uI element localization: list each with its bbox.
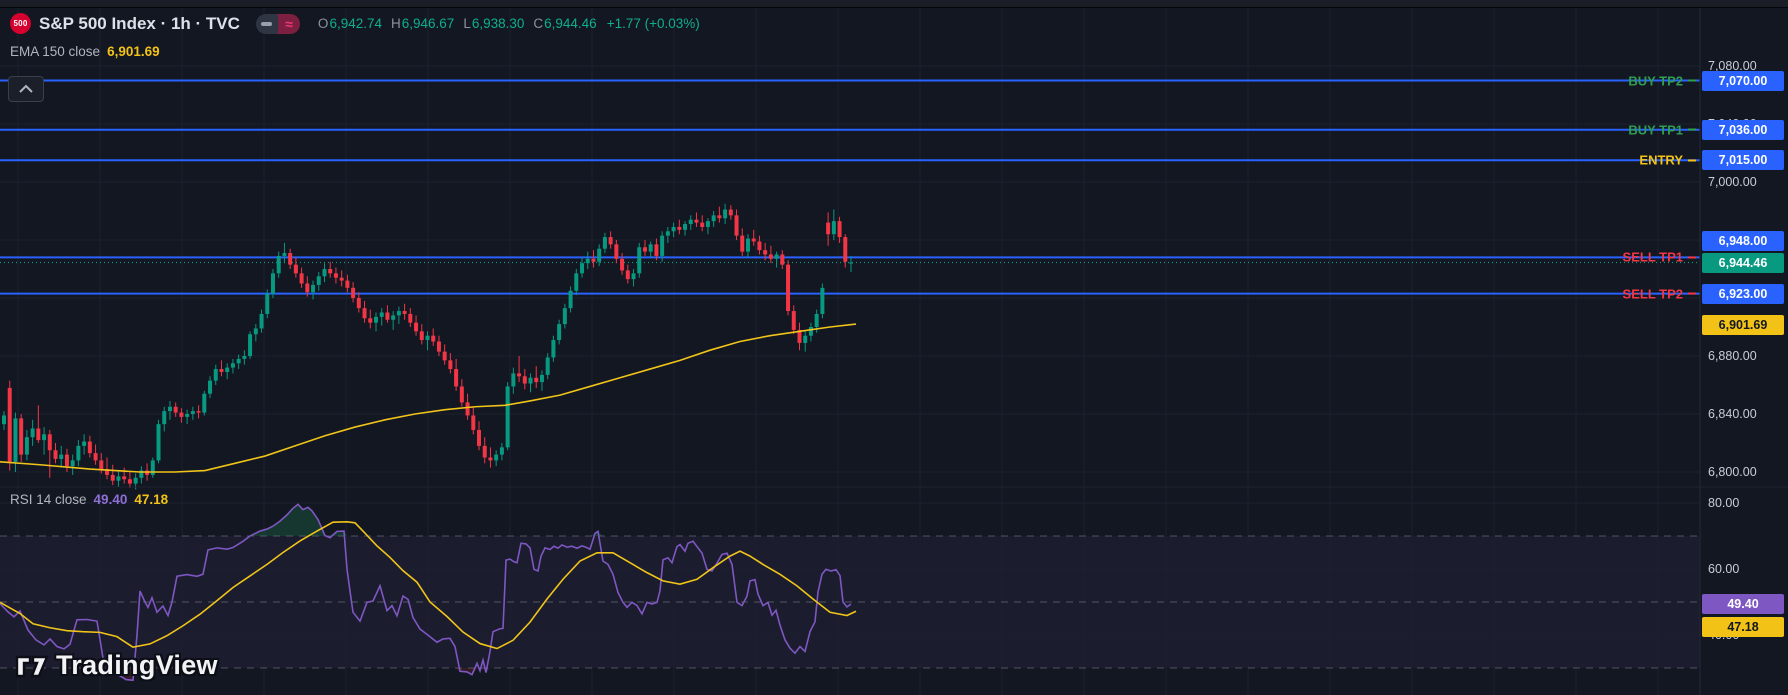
open-label: O [317, 16, 329, 31]
level-label-text: SELL TP1 [1622, 249, 1683, 265]
symbol-header: 500 S&P 500 Index · 1h · TVC ≈ O6,942.74… [10, 13, 700, 34]
change-value: +1.77 (+0.03%) [606, 16, 700, 31]
level-label-text: ENTRY [1639, 152, 1683, 168]
close-value: 6,944.46 [544, 16, 597, 31]
level-label-tick [1688, 292, 1696, 295]
axis-scale-label: 6,840.00 [1708, 407, 1757, 421]
low-value: 6,938.30 [471, 16, 525, 31]
chevron-up-icon [19, 84, 33, 93]
tradingview-watermark[interactable]: TradingView [14, 650, 218, 681]
axis-scale-label: 7,000.00 [1708, 175, 1757, 189]
approx-wave-icon: ≈ [285, 15, 293, 32]
ema-indicator-value: 6,901.69 [107, 44, 160, 59]
rsi-ma-line [0, 521, 857, 650]
ema150-line [0, 323, 857, 473]
symbol-title[interactable]: S&P 500 Index · 1h · TVC [39, 13, 240, 33]
rsi-line [0, 503, 852, 682]
level-label-entry[interactable]: ENTRY [1639, 153, 1696, 168]
collapse-pane-button[interactable] [8, 76, 44, 102]
price-axis-badge: 7,015.00 [1702, 150, 1784, 171]
ema-indicator-label: EMA 150 close [10, 44, 101, 59]
axis-scale-label: 60.00 [1708, 562, 1740, 576]
ema-indicator-row[interactable]: EMA 150 close 6,901.69 [10, 44, 160, 59]
level-label-buy-tp1[interactable]: BUY TP1 [1628, 122, 1696, 137]
price-axis-badge: 6,944.46 [1702, 252, 1784, 273]
close-label: C [533, 16, 544, 31]
indicator-quick-actions: ≈ [255, 13, 300, 34]
open-value: 6,942.74 [329, 16, 382, 31]
level-label-text: SELL TP2 [1622, 286, 1683, 302]
sp500-logo: 500 [10, 13, 31, 34]
level-label-tick [1688, 159, 1696, 162]
rsi-ma-indicator-value: 47.18 [134, 492, 169, 507]
minus-icon [261, 21, 273, 26]
price-axis-badge: 6,923.00 [1702, 283, 1784, 304]
axis-scale-label: 6,880.00 [1708, 349, 1757, 363]
price-axis-badge: 7,070.00 [1702, 70, 1784, 91]
level-label-sell-tp2[interactable]: SELL TP2 [1623, 286, 1696, 301]
axis-scale-label: 7,080.00 [1708, 59, 1757, 73]
high-value: 6,946.67 [401, 16, 455, 31]
price-axis-badge: 47.18 [1702, 617, 1784, 638]
price-axis-badge: 7,036.00 [1702, 119, 1784, 140]
tradingview-watermark-text: TradingView [56, 650, 218, 680]
price-axis-badge: 6,948.00 [1702, 231, 1784, 252]
axis-scale-label: 6,800.00 [1708, 465, 1757, 479]
price-axis-badge: 49.40 [1702, 593, 1784, 614]
hide-symbol-button[interactable] [255, 13, 278, 34]
level-label-buy-tp2[interactable]: BUY TP2 [1628, 73, 1696, 88]
level-label-text: BUY TP1 [1628, 122, 1683, 138]
rsi-overbought-fill [0, 504, 851, 536]
price-axis-badge: 6,901.69 [1702, 314, 1784, 335]
level-label-tick [1688, 128, 1696, 131]
high-label: H [391, 16, 401, 31]
rsi-indicator-row[interactable]: RSI 14 close 49.40 47.18 [10, 492, 168, 507]
rsi-indicator-label: RSI 14 close [10, 492, 87, 507]
level-label-text: BUY TP2 [1628, 73, 1683, 88]
window-top-strip [0, 0, 1788, 8]
tradingview-logo-icon [15, 655, 49, 677]
level-label-tick [1688, 256, 1696, 259]
candlestick-series [2, 203, 853, 490]
ohlc-readout: O6,942.74 H6,946.67 L6,938.30 C6,944.46 … [318, 16, 700, 31]
low-label: L [463, 16, 471, 31]
level-label-sell-tp1[interactable]: SELL TP1 [1623, 250, 1696, 265]
rsi-indicator-value: 49.40 [93, 492, 128, 507]
level-label-tick [1688, 79, 1696, 82]
wave-toggle-button[interactable]: ≈ [277, 13, 300, 34]
axis-scale-label: 80.00 [1708, 496, 1740, 510]
